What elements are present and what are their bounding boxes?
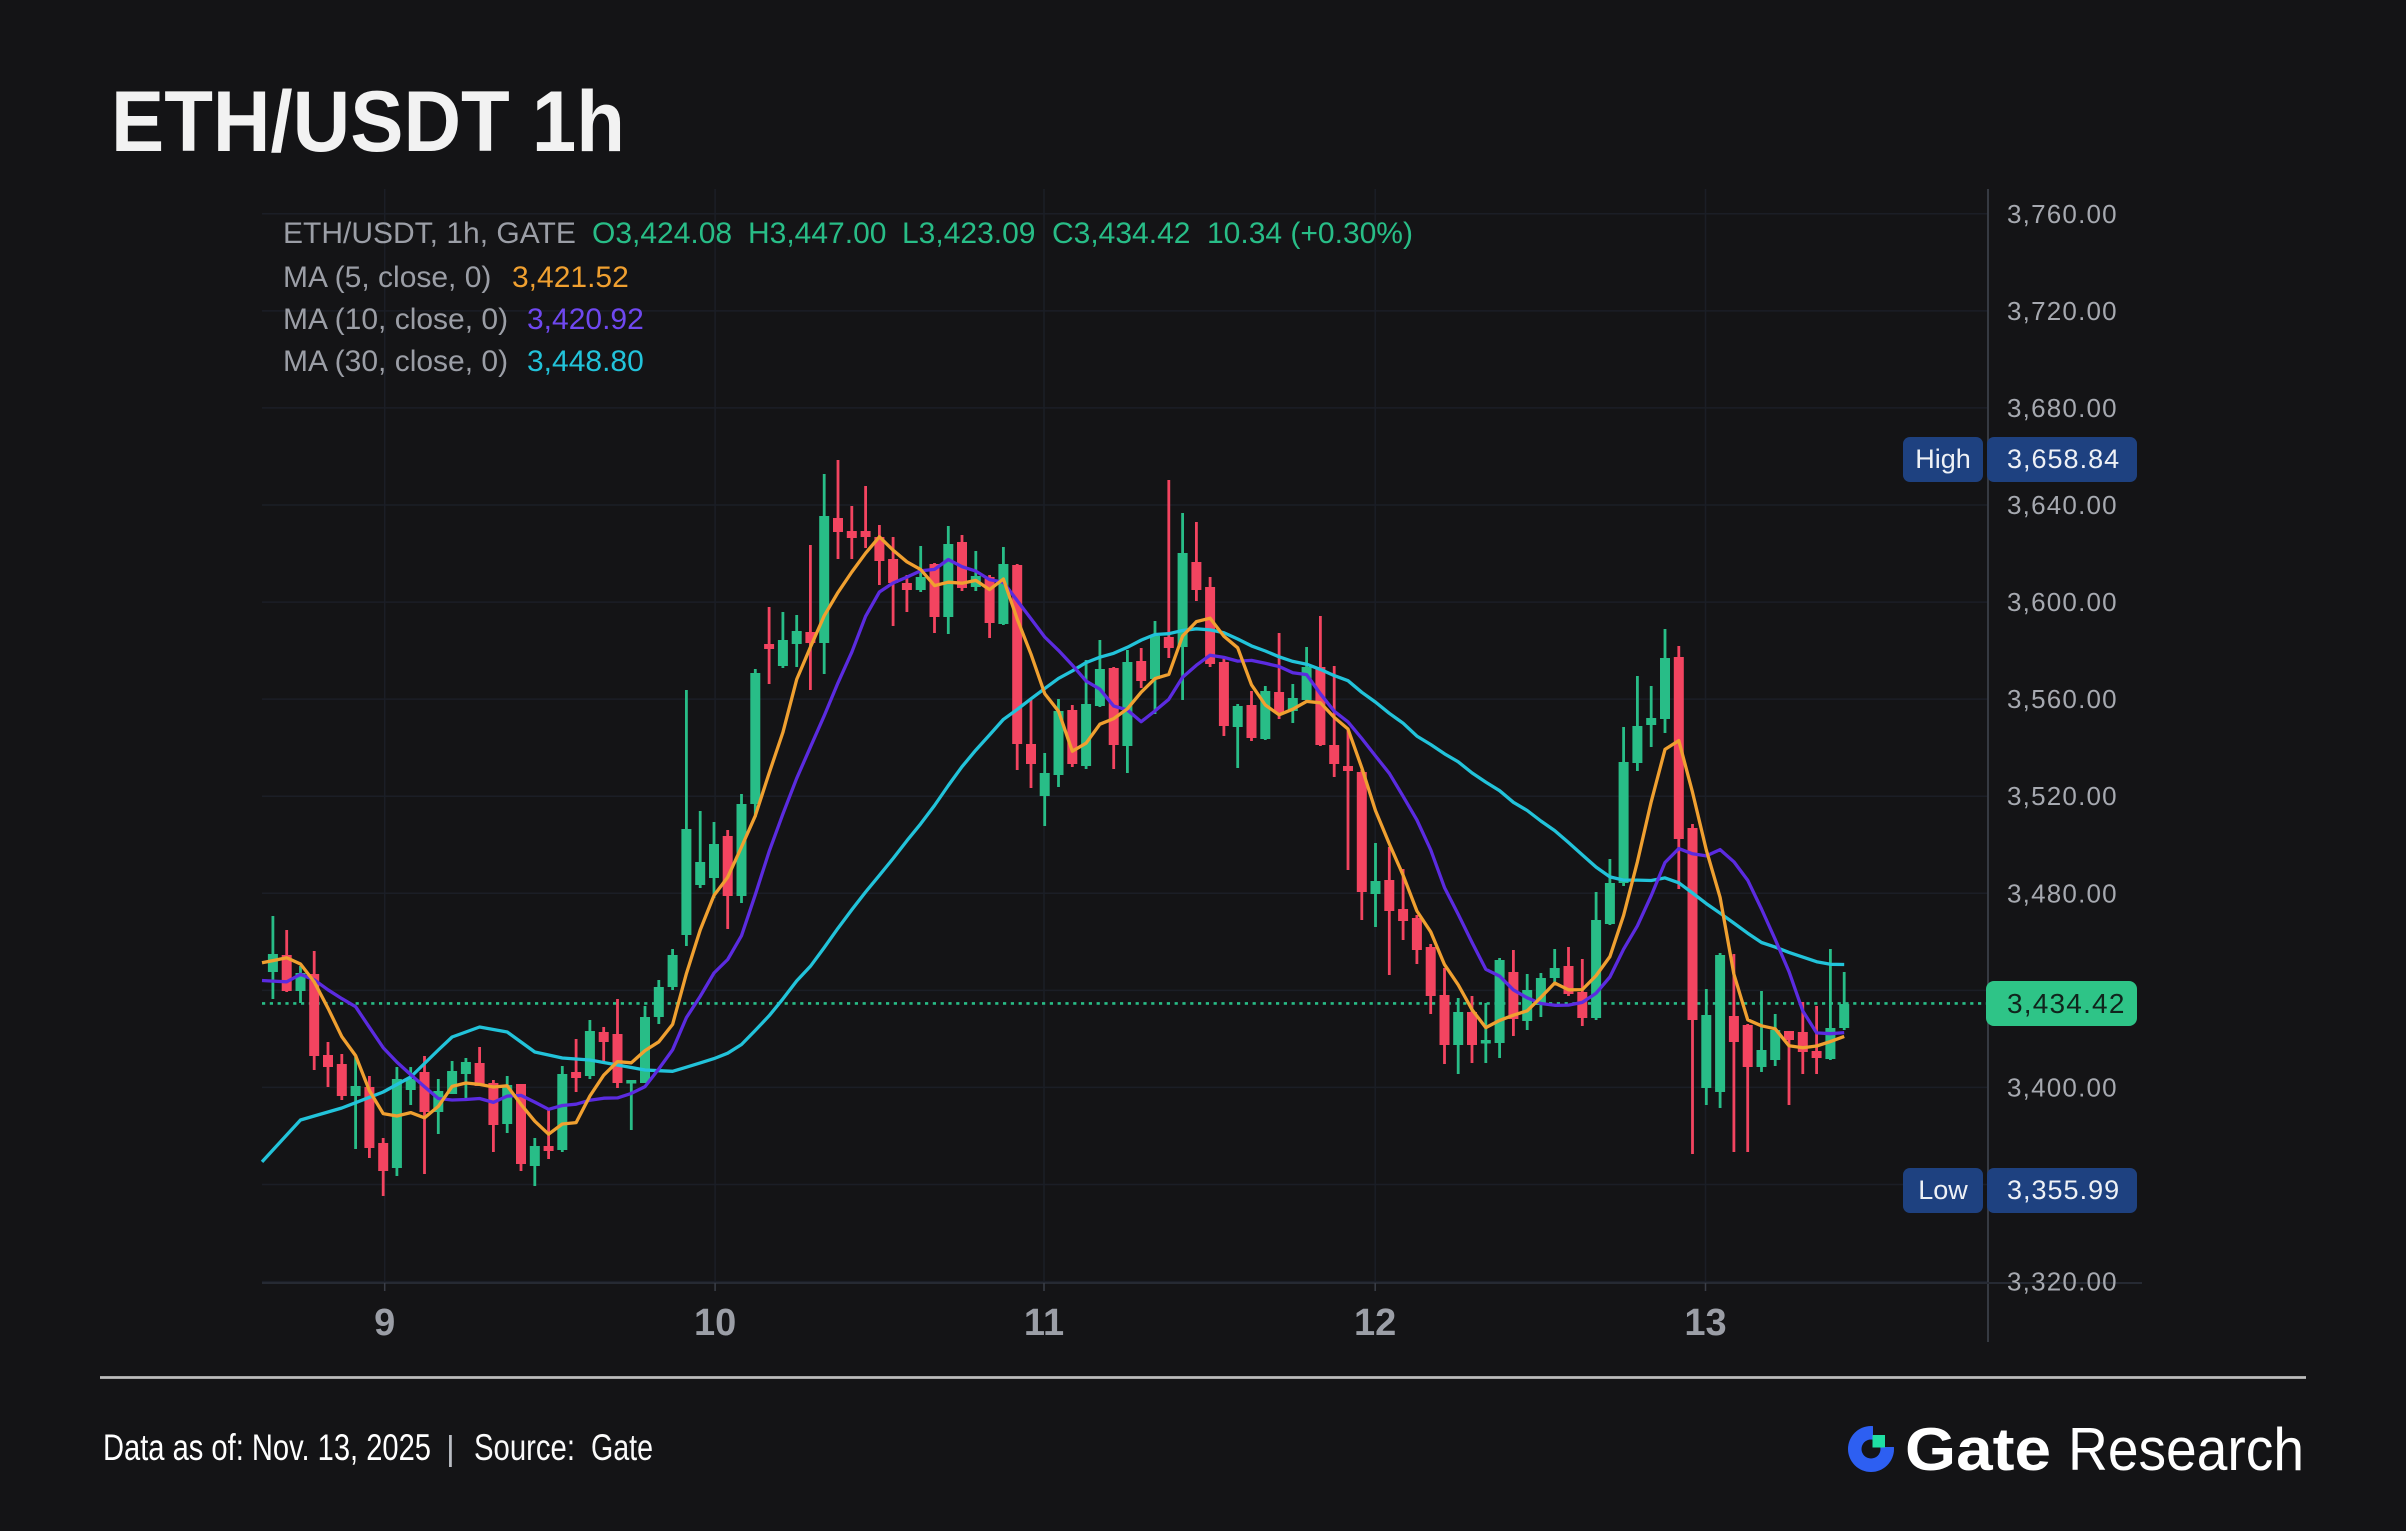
svg-text:9: 9 [374, 1302, 395, 1344]
svg-text:3,680.00: 3,680.00 [2007, 393, 2118, 423]
svg-text:C3,434.42: C3,434.42 [1052, 217, 1190, 250]
svg-text:High: High [1915, 444, 1971, 474]
svg-text:3,420.92: 3,420.92 [527, 303, 644, 336]
svg-text:Low: Low [1918, 1175, 1968, 1205]
svg-text:Gate: Gate [591, 1427, 653, 1468]
svg-text:3,434.42: 3,434.42 [2007, 988, 2126, 1019]
svg-text:MA (5, close, 0): MA (5, close, 0) [283, 261, 491, 294]
svg-text:12: 12 [1354, 1302, 1396, 1344]
svg-text:ETH/USDT, 1h, GATE: ETH/USDT, 1h, GATE [283, 217, 576, 250]
svg-text:3,421.52: 3,421.52 [512, 261, 629, 294]
svg-text:10.34 (+0.30%): 10.34 (+0.30%) [1207, 217, 1413, 250]
svg-text:Gate: Gate [1905, 1416, 2051, 1483]
svg-text:13: 13 [1684, 1302, 1726, 1344]
svg-text:ETH/USDT 1h: ETH/USDT 1h [111, 74, 625, 170]
svg-text:Data as of: Nov. 13, 2025: Data as of: Nov. 13, 2025 [103, 1427, 431, 1468]
svg-text:O3,424.08: O3,424.08 [592, 217, 732, 250]
svg-text:3,400.00: 3,400.00 [2007, 1072, 2118, 1102]
svg-text:3,658.84: 3,658.84 [2007, 444, 2120, 474]
svg-text:MA (30, close, 0): MA (30, close, 0) [283, 345, 508, 378]
svg-text:H3,447.00: H3,447.00 [748, 217, 886, 250]
svg-text:MA (10, close, 0): MA (10, close, 0) [283, 303, 508, 336]
svg-text:3,480.00: 3,480.00 [2007, 878, 2118, 908]
svg-text:3,560.00: 3,560.00 [2007, 684, 2118, 714]
svg-text:3,720.00: 3,720.00 [2007, 296, 2118, 326]
svg-text:3,600.00: 3,600.00 [2007, 587, 2118, 617]
svg-text:3,355.99: 3,355.99 [2007, 1175, 2120, 1205]
svg-text:3,448.80: 3,448.80 [527, 345, 644, 378]
svg-text:3,760.00: 3,760.00 [2007, 199, 2118, 229]
svg-text:|: | [446, 1430, 455, 1468]
svg-text:Source:: Source: [474, 1427, 575, 1468]
svg-text:3,520.00: 3,520.00 [2007, 781, 2118, 811]
svg-text:3,640.00: 3,640.00 [2007, 490, 2118, 520]
svg-text:3,320.00: 3,320.00 [2007, 1267, 2118, 1297]
svg-text:10: 10 [694, 1302, 736, 1344]
svg-text:11: 11 [1024, 1302, 1064, 1344]
svg-text:Research: Research [2068, 1416, 2304, 1483]
svg-text:L3,423.09: L3,423.09 [902, 217, 1035, 250]
